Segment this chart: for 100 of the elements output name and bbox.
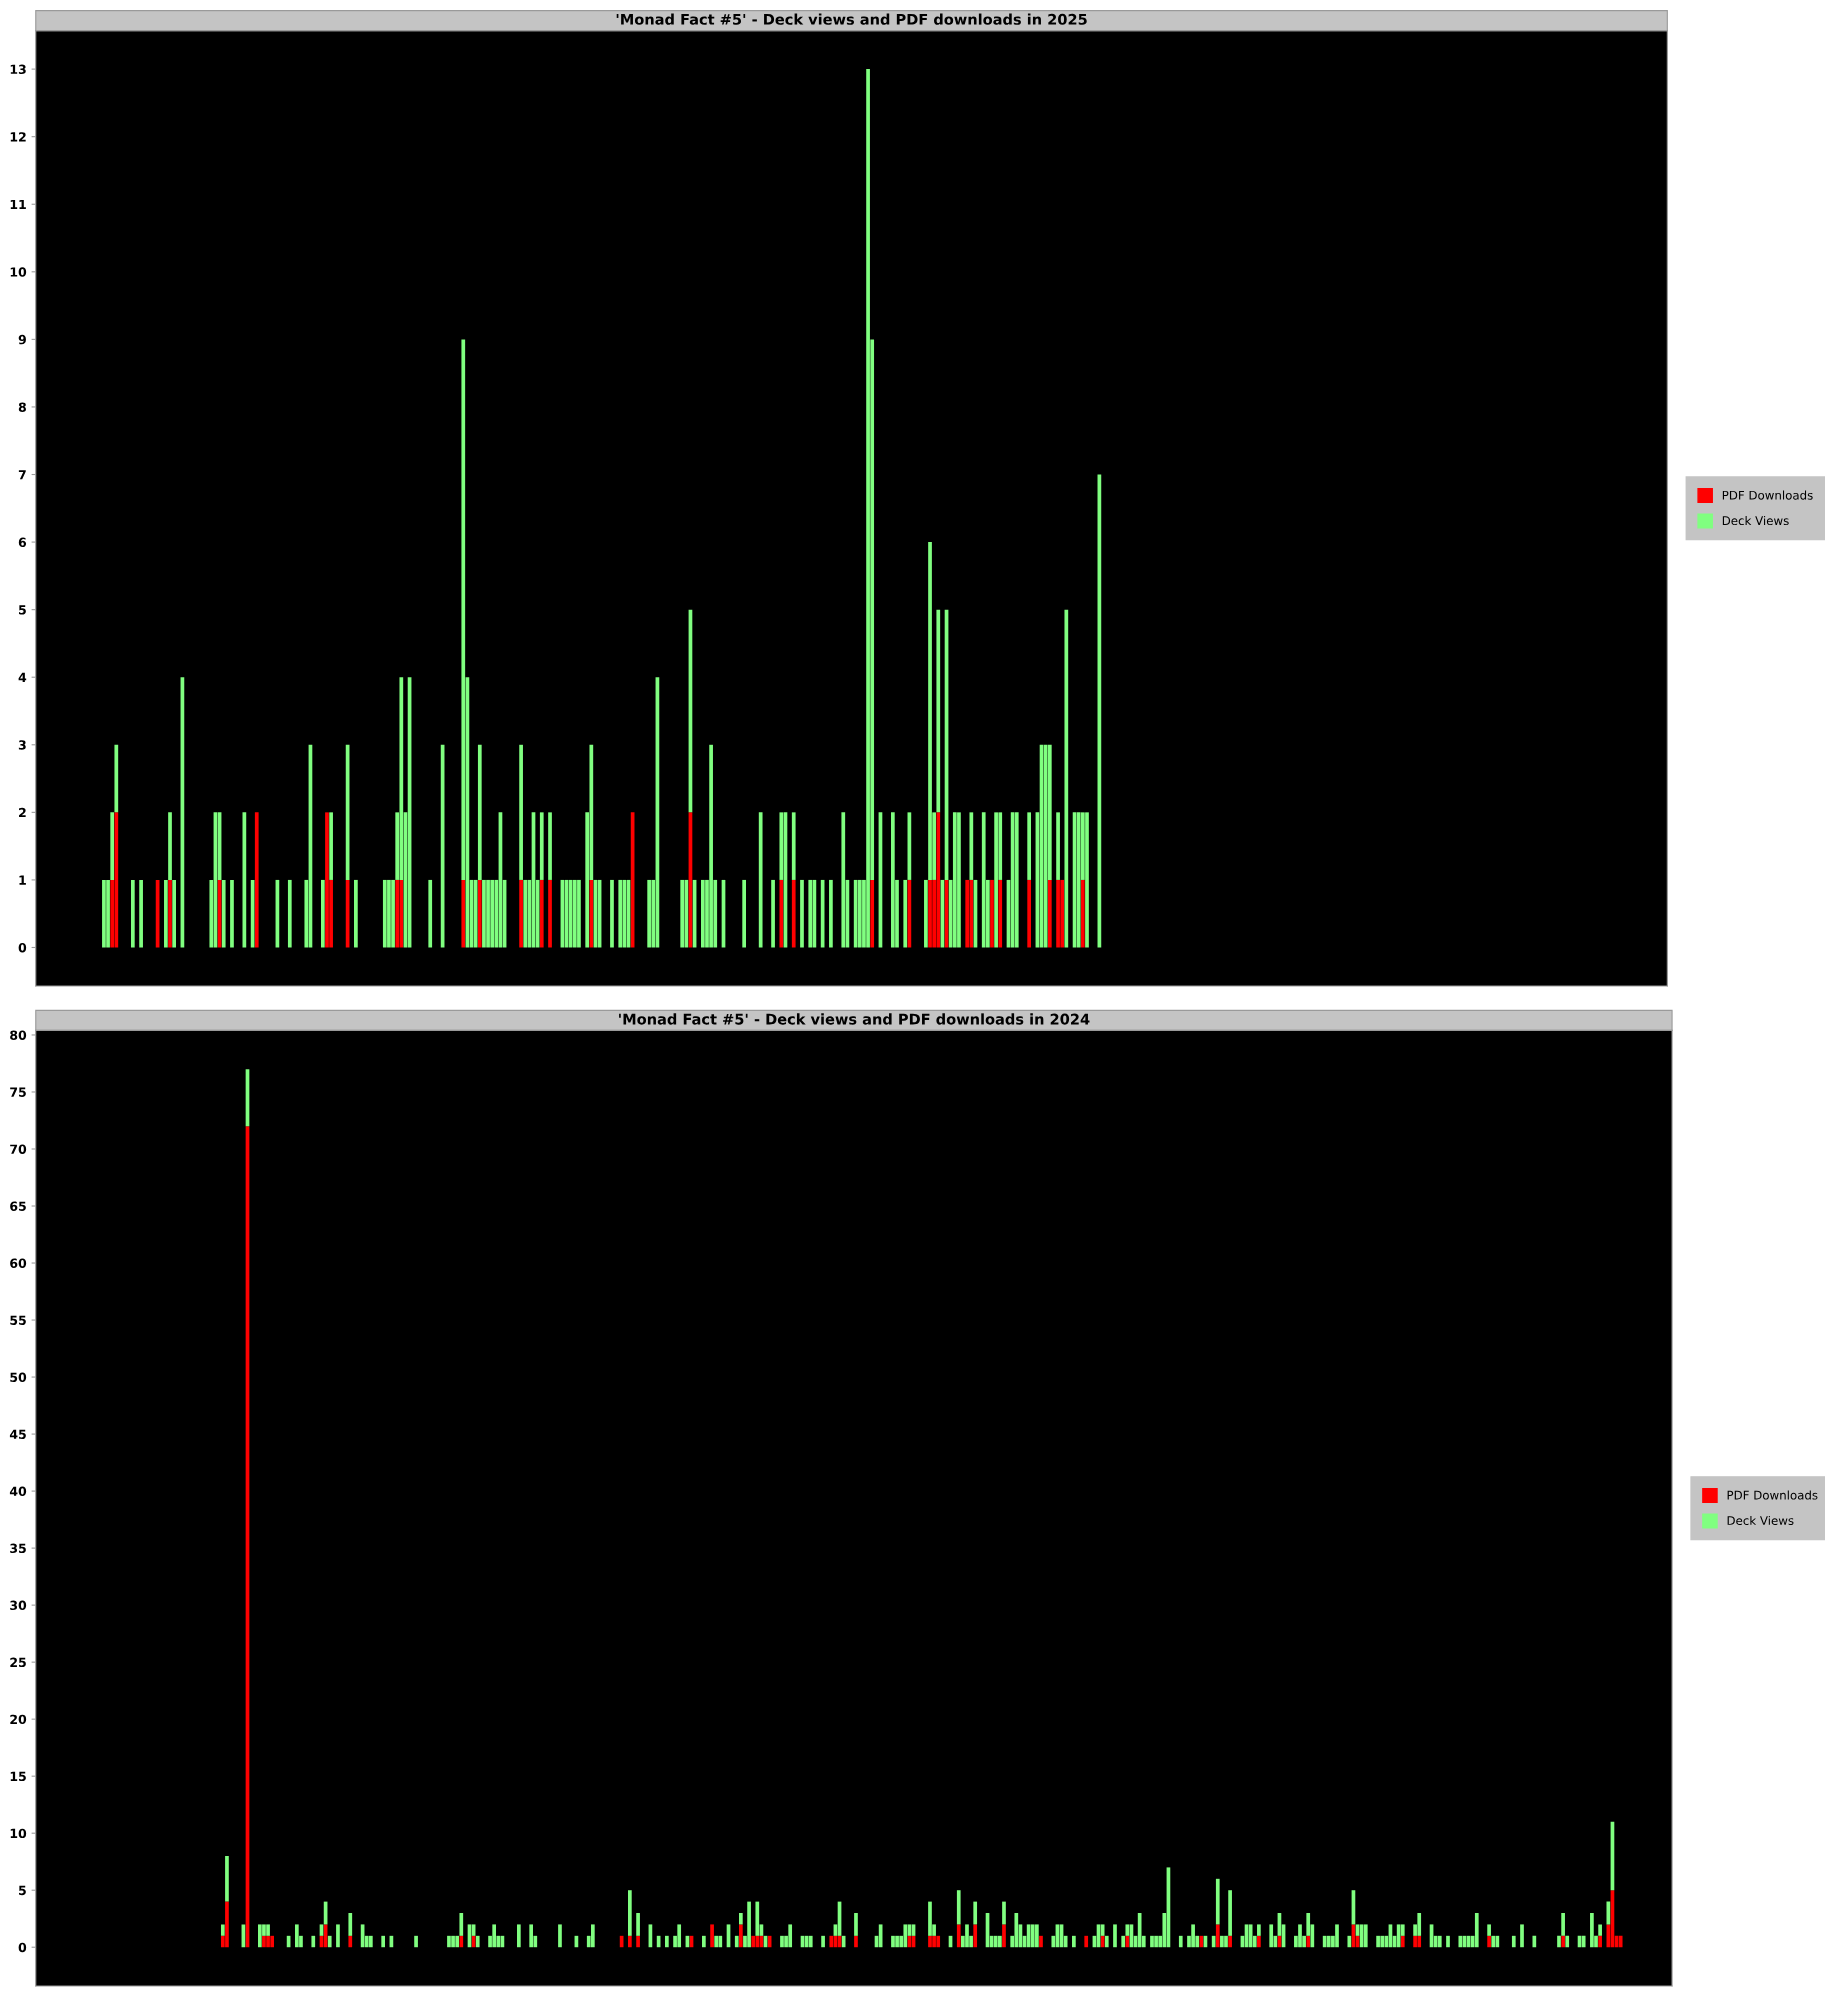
- y-tick-label: 65: [10, 1201, 26, 1211]
- bar: [1396, 1924, 1401, 1948]
- bar: [788, 1924, 793, 1948]
- bar: [455, 1935, 460, 1948]
- y-tick-label: 13: [10, 64, 26, 75]
- y-tick-label: 8: [18, 402, 26, 412]
- bar: [1590, 1913, 1594, 1948]
- bar: [870, 879, 875, 948]
- bar: [539, 812, 544, 880]
- y-tick-label: 0: [18, 1942, 27, 1953]
- bar: [1060, 879, 1065, 948]
- bar: [1269, 1924, 1274, 1948]
- bar: [895, 1935, 899, 1948]
- chart-title: 'Monad Fact #5' - Deck views and PDF downloads in 2024: [619, 1013, 1090, 1025]
- y-tick-label: 5: [19, 605, 26, 615]
- bar: [618, 879, 623, 948]
- bar: [368, 1935, 373, 1948]
- bar: [1491, 1935, 1496, 1948]
- bar: [1014, 812, 1019, 948]
- bar: [257, 1924, 262, 1948]
- y-tick-label: 45: [9, 1429, 26, 1440]
- bar: [1191, 1924, 1195, 1948]
- bar: [172, 879, 176, 948]
- bar: [311, 1935, 316, 1948]
- bar: [932, 1935, 936, 1948]
- bar: [1581, 1935, 1586, 1948]
- bar: [287, 879, 292, 948]
- bar: [329, 812, 333, 880]
- bar: [1121, 1935, 1126, 1948]
- bar: [1228, 1935, 1232, 1948]
- chart-title: 'Monad Fact #5' - Deck views and PDF downloads in 2025: [616, 13, 1087, 25]
- bar: [628, 1935, 632, 1948]
- bar: [1215, 1878, 1220, 1925]
- bar: [973, 1924, 978, 1948]
- bar: [903, 1924, 908, 1948]
- legend-label: Deck Views: [1727, 1515, 1794, 1526]
- bar: [1027, 879, 1032, 948]
- bar: [718, 1935, 723, 1948]
- bar: [477, 744, 482, 880]
- y-tick-label: 75: [10, 1087, 26, 1097]
- bar: [1002, 1924, 1006, 1948]
- bar: [220, 1924, 225, 1936]
- bar: [677, 1924, 682, 1948]
- bar: [225, 1856, 229, 1902]
- bar: [130, 879, 135, 948]
- bar: [990, 879, 994, 948]
- bar: [387, 879, 391, 948]
- bar: [1306, 1935, 1311, 1948]
- bar: [665, 1935, 669, 1948]
- y-tick-label: 80: [10, 1030, 27, 1040]
- bar: [1557, 1935, 1561, 1948]
- bar: [558, 1924, 562, 1948]
- bar: [529, 1924, 534, 1948]
- bar: [680, 879, 685, 948]
- y-tick-label: 30: [10, 1600, 27, 1611]
- y-tick-label: 4: [18, 672, 27, 682]
- bar: [490, 879, 495, 948]
- bar: [808, 1935, 813, 1948]
- y-tick-label: 15: [10, 1771, 26, 1782]
- y-tick-label: 20: [10, 1714, 27, 1725]
- bar: [1363, 1924, 1368, 1948]
- bar: [254, 812, 259, 948]
- bar: [1618, 1935, 1623, 1948]
- bar: [1014, 1913, 1019, 1948]
- bar: [791, 812, 796, 880]
- bar: [853, 879, 858, 948]
- bar: [821, 1935, 825, 1948]
- y-tick-label: 6: [18, 537, 27, 548]
- bar: [755, 1935, 760, 1948]
- legend-label: PDF Downloads: [1727, 1490, 1818, 1500]
- bar: [1380, 1935, 1385, 1948]
- bar: [568, 879, 573, 948]
- bar: [965, 1924, 969, 1948]
- bar: [866, 69, 870, 948]
- bar: [993, 1935, 998, 1948]
- bar: [294, 1924, 299, 1948]
- y-tick-label: 55: [10, 1315, 26, 1325]
- bar: [395, 879, 400, 948]
- y-tick-label: 5: [19, 1885, 26, 1896]
- bar: [262, 1935, 266, 1948]
- bar: [854, 1913, 858, 1936]
- bar: [102, 879, 106, 948]
- y-tick-label: 0: [18, 942, 27, 953]
- bar: [320, 879, 325, 948]
- bar: [1298, 1924, 1302, 1948]
- bar: [936, 1935, 941, 1948]
- bar: [628, 1890, 632, 1936]
- bar: [270, 1935, 275, 1948]
- bar: [523, 879, 528, 948]
- bar: [327, 1935, 332, 1948]
- bar: [829, 879, 833, 948]
- bar: [610, 879, 614, 948]
- bar: [1076, 812, 1081, 948]
- bar: [1359, 1924, 1364, 1948]
- bar: [1520, 1924, 1524, 1948]
- bar: [928, 879, 932, 948]
- bar: [1104, 1935, 1109, 1948]
- bar: [928, 1901, 932, 1936]
- bar: [391, 879, 395, 948]
- bar: [1458, 1935, 1463, 1948]
